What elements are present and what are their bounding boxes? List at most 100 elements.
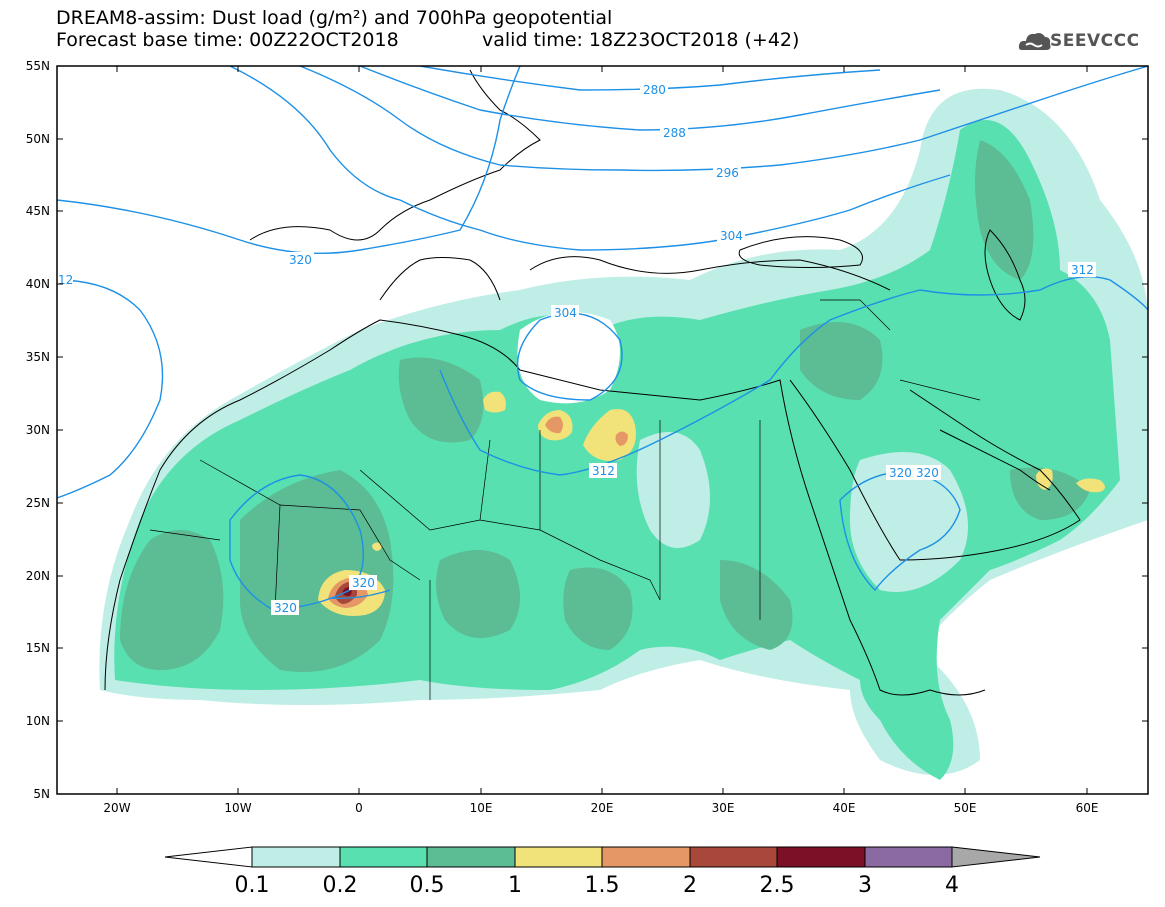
dust-area-0-5 — [398, 357, 484, 443]
legend-tick: 2.5 — [760, 873, 795, 898]
coastline-arabia — [789, 379, 1081, 561]
dust-area-0-5 — [975, 140, 1034, 280]
lat-label: 25N — [26, 496, 50, 510]
dust-area-0-5 — [563, 567, 633, 650]
lon-label: 10W — [224, 801, 251, 815]
contour-label: 320 — [916, 466, 939, 480]
contour-12 — [57, 279, 164, 499]
lon-label: 0 — [355, 801, 363, 815]
legend-tick: 0.2 — [323, 873, 358, 898]
legend-max-arrow — [951, 846, 1041, 868]
legend-tick: 2 — [683, 873, 697, 898]
contour-320-north — [57, 66, 521, 255]
contour-304-south — [516, 312, 623, 401]
contour-label: 288 — [663, 126, 686, 140]
contour-312 — [439, 275, 1148, 476]
legend-swatch — [514, 846, 603, 868]
geopotential-contours — [57, 66, 1148, 609]
contour-label: 320 — [274, 601, 297, 615]
contour-label: 296 — [716, 166, 739, 180]
lon-label: 20E — [591, 801, 614, 815]
coastline-black-sea — [738, 236, 863, 268]
dust-area-0-5 — [800, 322, 883, 400]
contour-320-mid — [329, 589, 391, 600]
lat-label: 15N — [26, 641, 50, 655]
legend-tick: 0.1 — [235, 873, 270, 898]
dust-area-0-5 — [436, 550, 520, 638]
contour-label: 312 — [1071, 263, 1094, 277]
dust-area-1 — [483, 391, 506, 413]
contour-288 — [359, 66, 941, 131]
contour-label: 304 — [554, 306, 577, 320]
dust-area-1 — [372, 542, 382, 551]
contour-label: 12 — [58, 273, 73, 287]
lat-label: 45N — [26, 204, 50, 218]
coastline-europe — [249, 69, 891, 301]
legend-swatch — [339, 846, 428, 868]
contour-296 — [299, 66, 1148, 172]
lon-label: 10E — [470, 801, 493, 815]
lon-labels: 20W 10W 0 10E 20E 30E 40E 50E 60E — [103, 801, 1098, 815]
lat-label: 50N — [26, 132, 50, 146]
lon-label: 60E — [1076, 801, 1099, 815]
logo-text: SEEVCCC — [1050, 31, 1140, 51]
lon-label: 40E — [833, 801, 856, 815]
base-time: Forecast base time: 00Z22OCT2018 — [56, 29, 399, 51]
legend-swatch — [689, 846, 778, 868]
legend-swatch — [776, 846, 866, 868]
contour-label: 304 — [720, 229, 743, 243]
legend-swatch — [864, 846, 953, 868]
contour-304-north — [229, 66, 951, 251]
lon-label: 30E — [712, 801, 735, 815]
legend-swatch — [251, 846, 341, 868]
coastline-caspian — [984, 229, 1026, 321]
legend-swatch — [601, 846, 691, 868]
dust-area-1 — [583, 409, 636, 461]
lat-ticks — [57, 65, 1148, 722]
lat-label: 35N — [26, 350, 50, 364]
dust-area-0-5 — [1010, 467, 1090, 520]
lon-label: 20W — [103, 801, 130, 815]
lat-label: 40N — [26, 277, 50, 291]
dust-hole — [636, 432, 710, 548]
dust-area-0-5 — [120, 530, 224, 670]
legend-tick: 3 — [858, 873, 872, 898]
contour-label-group: 280 288 296 304 304 312 312 320 320 320 … — [57, 82, 1096, 615]
lon-ticks — [116, 66, 1088, 794]
contour-label: 312 — [592, 464, 615, 478]
map-title: DREAM8-assim: Dust load (g/m²) and 700hP… — [56, 7, 613, 29]
coastline-africa — [104, 319, 986, 696]
legend-tick: 1 — [508, 873, 522, 898]
legend-tick: 4 — [945, 873, 959, 898]
contour-label: 280 — [643, 83, 666, 97]
legend-swatch — [426, 846, 516, 868]
lat-label: 5N — [33, 787, 50, 801]
contour-320-west — [229, 474, 365, 609]
dust-area-1-5 — [615, 431, 628, 446]
lon-label: 50E — [954, 801, 977, 815]
dust-area-1-5 — [545, 416, 563, 434]
dust-area-0-5 — [720, 560, 793, 650]
dust-area-0-5 — [240, 470, 394, 672]
forecast-times: Forecast base time: 00Z22OCT2018 valid ti… — [56, 29, 799, 51]
lat-label: 20N — [26, 569, 50, 583]
coastline-persian-gulf — [939, 429, 1051, 491]
dust-hole — [517, 312, 620, 404]
country-borders — [149, 299, 981, 700]
legend-tick: 0.5 — [410, 873, 445, 898]
lat-label: 10N — [26, 714, 50, 728]
lat-labels: 55N 50N 45N 40N 35N 30N 25N 20N 15N 10N … — [26, 59, 50, 801]
legend-min-arrow — [164, 846, 253, 868]
lat-label: 55N — [26, 59, 50, 73]
valid-time: valid time: 18Z23OCT2018 (+42) — [482, 29, 800, 51]
dust-field-layer — [99, 88, 1148, 780]
legend-tick: 1.5 — [585, 873, 620, 898]
coastlines — [104, 69, 1081, 700]
lat-label: 30N — [26, 423, 50, 437]
contour-label: 320 — [352, 576, 375, 590]
dust-hole — [850, 452, 968, 592]
dust-area-1 — [1076, 478, 1105, 493]
contour-label: 320 — [289, 253, 312, 267]
color-legend — [164, 846, 1041, 868]
